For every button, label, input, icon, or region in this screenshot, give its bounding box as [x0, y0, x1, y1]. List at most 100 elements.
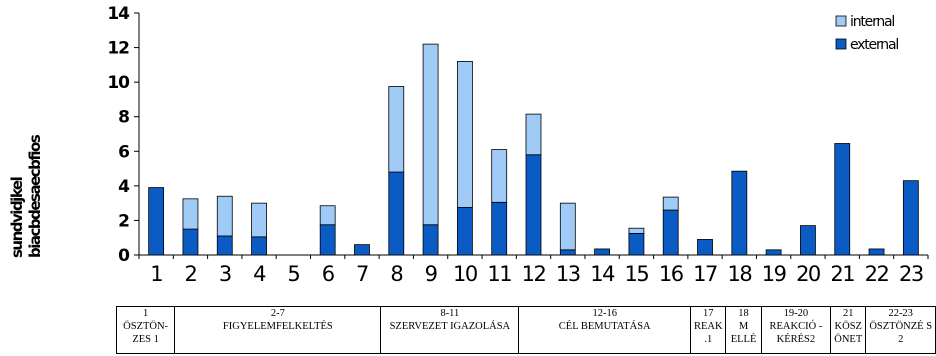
x-tick-label: 16 [659, 262, 684, 286]
bar-external [559, 249, 576, 256]
segment-row: 1 ÖSZTÖN-ZES 1 2-7 FIGYELEMFELKELTÉS 8-11 SZE… [115, 306, 936, 354]
bar-internal [182, 198, 199, 230]
x-tick-label: 18 [727, 262, 751, 286]
legend-swatch [835, 38, 847, 50]
x-tick-label: 8 [390, 262, 402, 286]
segment-range: 17 [703, 308, 714, 319]
segment-cell: 12-16 CÉL BEMUTATÁSA [518, 306, 692, 354]
bar-internal [319, 205, 336, 226]
x-tick-label: 22 [865, 262, 889, 286]
segment-cell: 19-20 REAKCIÓ -KÉRÉS2 [760, 306, 832, 354]
segment-label: SZERVEZET IGAZOLÁSA [389, 321, 511, 332]
x-tick-label: 17 [693, 262, 717, 286]
x-tick-label: 10 [453, 262, 477, 286]
y-tick-label: 14 [107, 4, 130, 24]
x-tick-label: 6 [322, 262, 335, 286]
legend-label: internal [850, 14, 894, 30]
x-tick-label: 15 [625, 262, 649, 286]
bar-external [662, 209, 679, 256]
segment-cell: 17 REAK .1 [690, 306, 727, 354]
x-tick-label: 19 [762, 262, 786, 286]
bar-internal [251, 202, 267, 238]
segment-range: 2-7 [270, 308, 285, 319]
x-tick-label: 9 [425, 262, 437, 286]
segment-label: REAK .1 [694, 321, 723, 345]
segment-label: ÖSZTÖNZÉ S 2 [869, 321, 933, 345]
segment-range: 22-23 [888, 308, 913, 319]
x-tick-label: 12 [522, 262, 546, 286]
bar-external [834, 143, 851, 256]
bar-external [319, 224, 336, 256]
bar-external [182, 228, 199, 256]
segment-label: FIGYELEMFELKELTÉS [222, 321, 333, 332]
bar-internal [525, 113, 542, 156]
y-tick-label: 2 [118, 211, 129, 231]
y-tick-label: 0 [118, 246, 130, 266]
bar-external [491, 201, 508, 256]
legend-swatch [835, 15, 847, 27]
x-tick-label: 5 [287, 262, 299, 286]
y-tick-label: 4 [118, 177, 130, 197]
bar-external [148, 187, 165, 256]
x-tick-label: 23 [899, 262, 923, 286]
segment-label: M ELLÉ [730, 321, 757, 345]
x-tick-label: 4 [253, 262, 266, 286]
x-tick-label: 7 [356, 262, 368, 286]
x-tick-label: 3 [219, 262, 231, 286]
bar-external [388, 171, 405, 256]
bar-external [868, 248, 885, 256]
bar-external [628, 232, 645, 256]
bar-external [697, 239, 713, 256]
x-tick-label: 2 [185, 262, 197, 286]
bar-internal [456, 61, 473, 208]
segment-range: 21 [843, 308, 854, 319]
bar-internal [422, 43, 439, 226]
bar-internal [216, 195, 233, 237]
bar-external [354, 244, 370, 256]
segment-range: 19-20 [783, 308, 809, 319]
x-tick-label: 13 [556, 262, 580, 286]
segment-cell: 18 M ELLÉ [725, 306, 762, 354]
bar-external [422, 224, 439, 256]
segment-range: 18 [738, 308, 749, 319]
bar-external [731, 170, 748, 256]
segment-label: ÖSZTÖN-ZES 1 [123, 321, 169, 345]
segment-range: 1 [142, 308, 149, 319]
segment-label: KÖSZ ÖNET [834, 321, 863, 345]
bar-external [765, 249, 782, 256]
x-tick-label: 20 [796, 262, 820, 286]
bar-external [800, 225, 816, 256]
bar-external [456, 207, 473, 256]
bar-external [251, 236, 267, 256]
bar-external [216, 235, 233, 256]
legend-label: external [850, 37, 898, 53]
x-tick-label: 1 [150, 262, 162, 286]
bar-internal [628, 227, 645, 234]
y-tick-label: 12 [107, 39, 129, 59]
bar-internal [491, 149, 508, 203]
bar-external [902, 180, 919, 256]
y-axis-title-line-2: biacbdesaecbfios [26, 135, 44, 258]
segment-cell: 21 KÖSZ ÖNET [830, 306, 867, 354]
segment-cell: 8-11 SZERVEZET IGAZOLÁSA [380, 306, 520, 354]
segment-range: 8-11 [440, 308, 460, 319]
segment-cell: 1 ÖSZTÖN-ZES 1 [115, 306, 176, 354]
x-tick-label: 11 [487, 262, 511, 286]
y-tick-label: 6 [118, 142, 129, 162]
bar-internal [388, 86, 405, 173]
x-tick-label: 14 [590, 262, 615, 286]
segment-range: 12-16 [592, 308, 617, 319]
segment-label: REAKCIÓ -KÉRÉS2 [769, 321, 823, 345]
y-tick-label: 8 [118, 108, 129, 128]
bar-internal [662, 196, 679, 211]
segment-cell: 22-23 ÖSZTÖNZÉ S 2 [865, 306, 936, 354]
segment-table: 1 ÖSZTÖN-ZES 1 2-7 FIGYELEMFELKELTÉS 8-11 SZE… [115, 306, 936, 354]
y-tick-label: 10 [107, 73, 130, 93]
bar-external [525, 154, 542, 256]
y-axis-title-line-1: sundvidjkel [8, 177, 26, 258]
x-tick-label: 21 [830, 262, 854, 286]
bar-internal [559, 202, 576, 251]
segment-label: CÉL BEMUTATÁSA [558, 321, 651, 332]
bar-external [594, 248, 611, 256]
